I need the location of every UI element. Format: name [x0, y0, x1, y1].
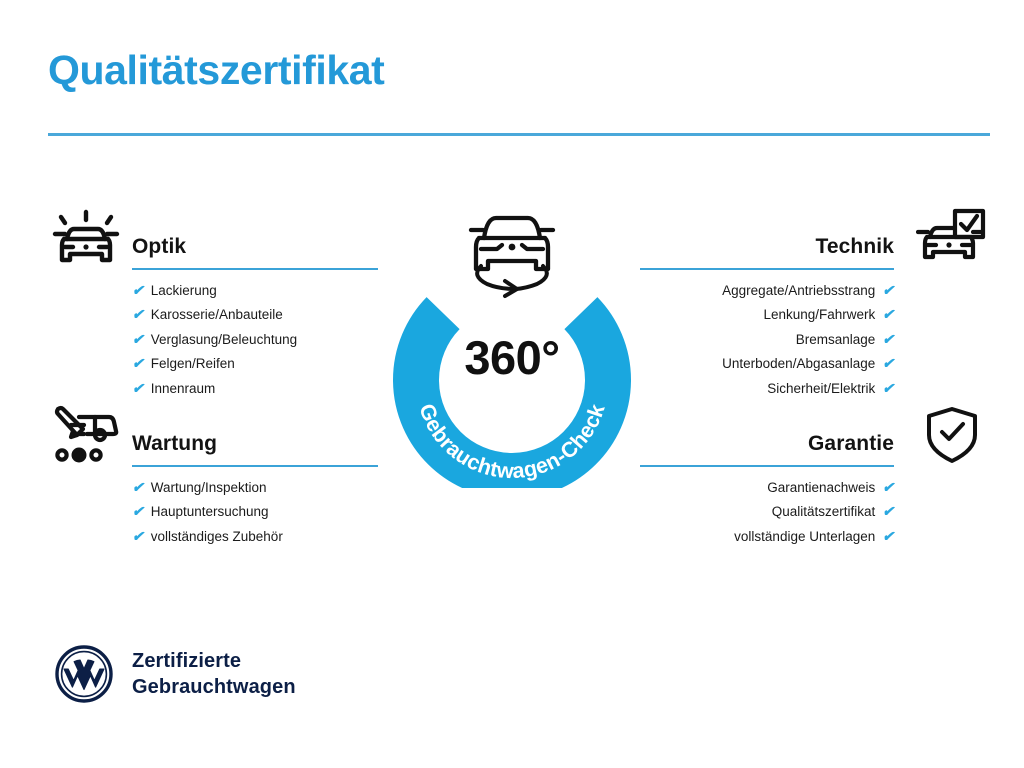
- list-item-label: Lackierung: [150, 283, 217, 298]
- check-icon: ✔: [882, 379, 894, 396]
- list-item-label: Wartung/Inspektion: [150, 480, 267, 495]
- garantie-list: Garantienachweis ✔ Qualitätszertifikat ✔ v…: [640, 476, 894, 549]
- check-icon: ✔: [882, 306, 894, 323]
- check-icon: ✔: [882, 355, 894, 372]
- list-item: vollständige Unterlagen ✔: [640, 525, 894, 549]
- section-wartung-underline: [132, 465, 378, 467]
- list-item: Unterboden/Abgasanlage ✔: [640, 352, 894, 376]
- list-item-label: Bremsanlage: [795, 331, 876, 347]
- section-optik-header: Optik: [48, 205, 378, 279]
- 360-check-badge: Gebrauchtwagen-Check 360°: [372, 196, 652, 488]
- list-item: Garantienachweis ✔: [640, 476, 894, 500]
- list-item-label: Innenraum: [150, 380, 216, 396]
- check-icon: ✔: [132, 306, 144, 323]
- footer-brand: Zertifizierte Gebrauchtwagen: [54, 644, 296, 704]
- section-technik-title: Technik: [815, 235, 894, 258]
- check-icon: ✔: [882, 503, 894, 520]
- check-icon: ✔: [132, 330, 144, 347]
- list-item: ✔ Hauptuntersuchung: [132, 500, 378, 524]
- list-item-label: Karosserie/Anbauteile: [150, 307, 283, 323]
- car-shine-icon: [48, 205, 124, 271]
- list-item: ✔ Felgen/Reifen: [132, 352, 378, 376]
- list-item: Bremsanlage ✔: [640, 328, 894, 352]
- check-icon: ✔: [882, 330, 894, 347]
- check-icon: ✔: [132, 282, 144, 298]
- section-optik-underline: [132, 268, 378, 270]
- list-item: ✔ Wartung/Inspektion: [132, 476, 378, 500]
- list-item-label: Felgen/Reifen: [150, 356, 235, 372]
- list-item-label: Lenkung/Fahrwerk: [763, 307, 876, 323]
- section-wartung-header: Wartung: [48, 402, 378, 476]
- list-item-label: Hauptuntersuchung: [150, 504, 269, 520]
- optik-list: ✔ Lackierung ✔ Karosserie/Anbauteile ✔ Verg…: [132, 279, 378, 401]
- list-item-label: Sicherheit/Elektrik: [767, 380, 876, 396]
- shield-check-icon: [914, 402, 990, 468]
- section-garantie-underline: [640, 465, 894, 467]
- wartung-list: ✔ Wartung/Inspektion ✔ Hauptuntersuchung ✔…: [132, 476, 378, 549]
- pencil-car-service-icon: [48, 402, 124, 468]
- section-wartung: Wartung ✔ Wartung/Inspektion ✔ Hauptunters…: [48, 402, 378, 549]
- section-garantie-title: Garantie: [808, 432, 894, 455]
- list-item-label: Qualitätszertifikat: [771, 504, 876, 520]
- check-icon: ✔: [132, 355, 144, 372]
- header-divider: [48, 133, 990, 136]
- section-optik: Optik ✔ Lackierung ✔ Karosserie/Anbauteile…: [48, 205, 378, 401]
- list-item: ✔ vollständiges Zubehör: [132, 525, 378, 549]
- section-garantie: Garantie Garantienachweis ✔ Qualitätszert…: [640, 402, 990, 549]
- section-technik-underline: [640, 268, 894, 270]
- section-garantie-header: Garantie: [640, 402, 990, 476]
- list-item-label: Garantienachweis: [767, 480, 876, 495]
- footer-brand-line2: Gebrauchtwagen: [132, 676, 296, 698]
- list-item: Sicherheit/Elektrik ✔: [640, 377, 894, 401]
- section-wartung-title: Wartung: [132, 432, 218, 455]
- check-icon: ✔: [132, 479, 144, 495]
- list-item: ✔ Karosserie/Anbauteile: [132, 303, 378, 327]
- check-icon: ✔: [882, 527, 894, 544]
- section-technik: Technik Aggregate/Antriebsstrang ✔ Lenkun…: [640, 205, 990, 401]
- volkswagen-logo: [55, 645, 113, 703]
- list-item-label: Aggregate/Antriebsstrang: [722, 283, 876, 298]
- list-item: Aggregate/Antriebsstrang ✔: [640, 279, 894, 303]
- section-technik-header: Technik: [640, 205, 990, 279]
- ring-arc: [393, 297, 631, 488]
- list-item: ✔ Innenraum: [132, 377, 378, 401]
- badge-ring-graphic: Gebrauchtwagen-Check: [393, 215, 631, 488]
- footer-brand-line1: Zertifizierte: [132, 649, 242, 672]
- footer-brand-text: Zertifizierte Gebrauchtwagen: [132, 648, 296, 701]
- list-item-label: vollständige Unterlagen: [734, 528, 876, 544]
- car-rotation-icon: [468, 215, 556, 298]
- technik-list: Aggregate/Antriebsstrang ✔ Lenkung/Fahrwe…: [640, 279, 894, 401]
- check-icon: ✔: [132, 503, 144, 520]
- list-item-label: Unterboden/Abgasanlage: [722, 356, 876, 372]
- list-item: Qualitätszertifikat ✔: [640, 500, 894, 524]
- page-title: Qualitätszertifikat: [48, 47, 385, 93]
- check-icon: ✔: [882, 282, 894, 298]
- check-icon: ✔: [132, 379, 144, 396]
- badge-center-label: 360°: [464, 331, 560, 384]
- car-checkbox-icon: [914, 205, 990, 271]
- check-icon: ✔: [882, 479, 894, 495]
- list-item: ✔ Lackierung: [132, 279, 378, 303]
- list-item-label: vollständiges Zubehör: [150, 528, 283, 544]
- list-item: Lenkung/Fahrwerk ✔: [640, 303, 894, 327]
- section-optik-title: Optik: [132, 235, 187, 258]
- check-icon: ✔: [132, 527, 144, 544]
- list-item-label: Verglasung/Beleuchtung: [150, 331, 298, 347]
- list-item: ✔ Verglasung/Beleuchtung: [132, 328, 378, 352]
